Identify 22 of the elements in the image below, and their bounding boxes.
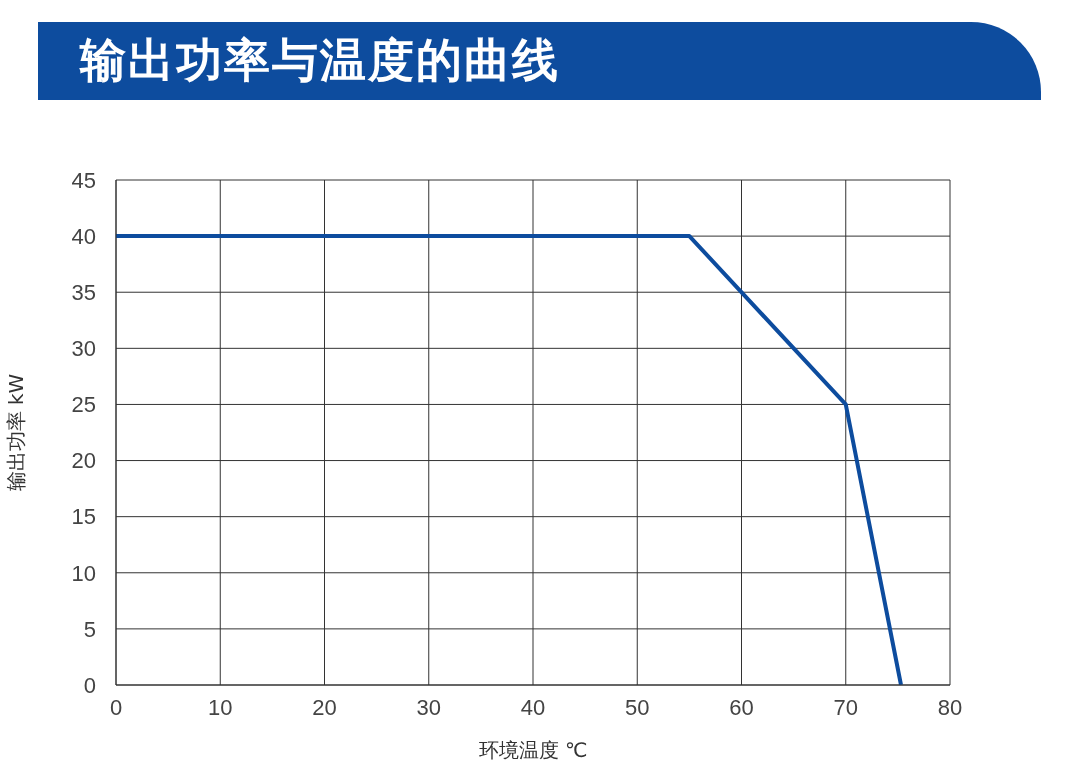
x-tick-label: 0 <box>109 694 123 720</box>
y-tick-label: 30 <box>71 336 96 362</box>
y-axis-title: 输出功率 kW <box>4 373 29 492</box>
x-tick-label: 40 <box>520 694 546 720</box>
y-tick-label: 15 <box>71 504 96 530</box>
x-tick-label: 60 <box>729 694 754 720</box>
y-tick-label: 35 <box>71 280 96 306</box>
y-tick-label: 20 <box>71 448 96 474</box>
x-tick-label: 50 <box>625 694 650 720</box>
y-tick-label: 40 <box>71 223 96 249</box>
x-tick-label: 30 <box>416 694 441 720</box>
y-tick-label: 25 <box>71 392 96 418</box>
y-tick-label: 5 <box>83 616 96 642</box>
y-tick-label: 45 <box>71 167 96 193</box>
x-tick-label: 70 <box>833 694 858 720</box>
chart-title: 输出功率与温度的曲线 <box>80 32 560 89</box>
x-tick-label: 80 <box>937 694 963 720</box>
x-tick-label: 10 <box>208 694 233 720</box>
y-tick-label: 10 <box>71 560 96 586</box>
y-tick-label: 0 <box>83 672 96 698</box>
x-tick-label: 20 <box>312 694 337 720</box>
x-axis-title: 环境温度 ℃ <box>478 738 588 762</box>
